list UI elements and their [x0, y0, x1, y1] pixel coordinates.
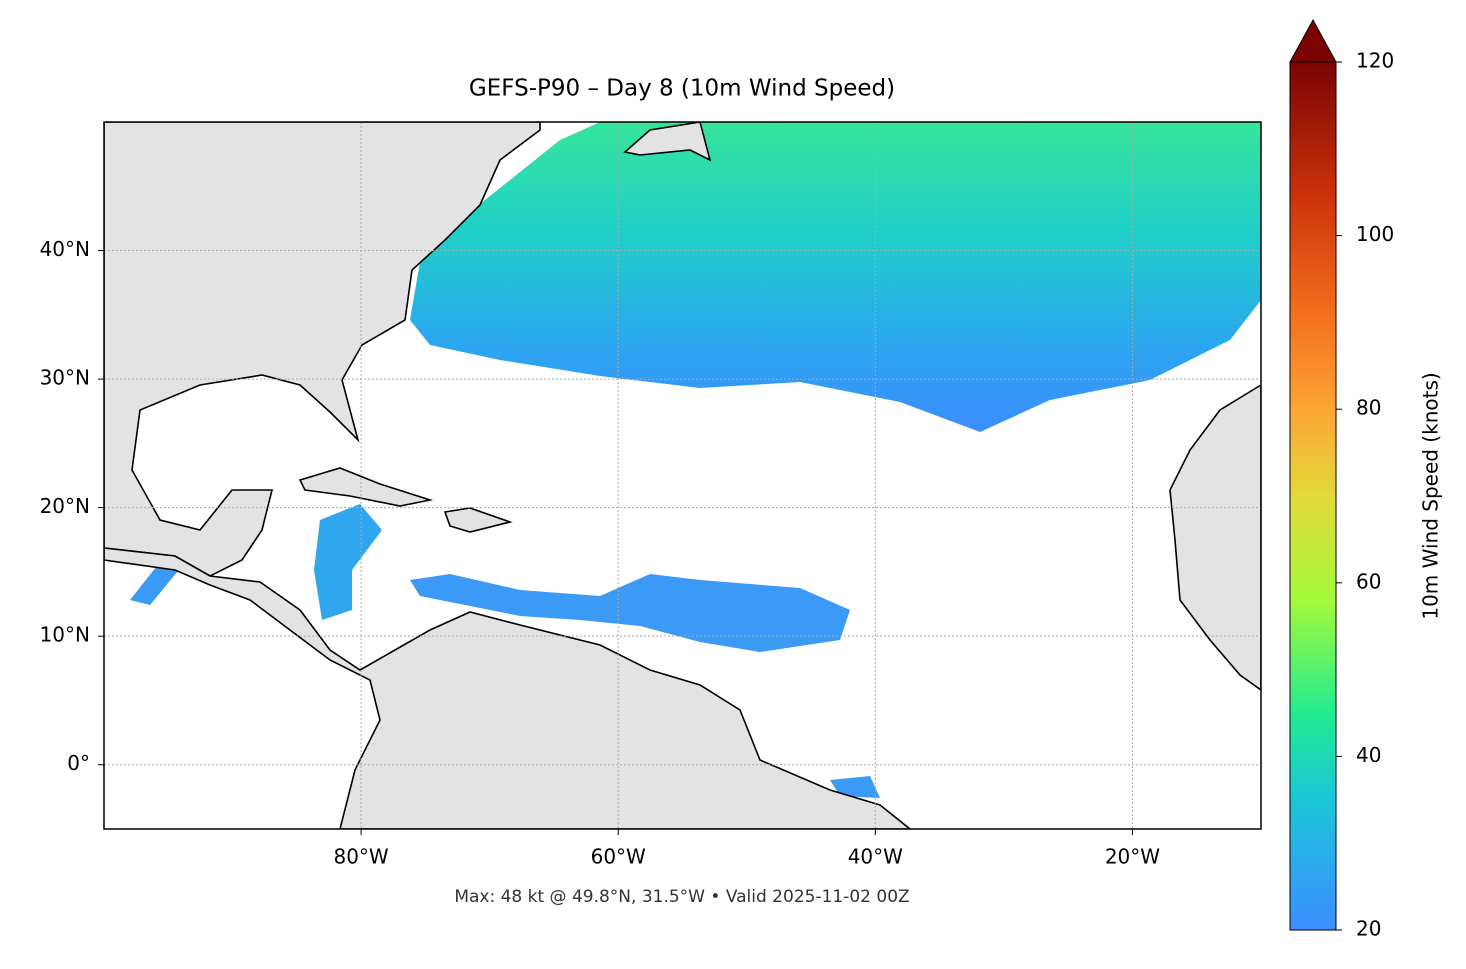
colorbar-label: 10m Wind Speed (knots)	[1419, 372, 1443, 619]
y-tick-label: 30°N	[40, 366, 90, 390]
colorbar	[1289, 61, 1337, 931]
wind-field	[130, 562, 182, 605]
footer: Max: 48 kt @ 49.8°N, 31.5°W • Valid 2025…	[454, 887, 909, 907]
wind-field	[830, 776, 880, 798]
y-tick-label: 10°N	[40, 623, 90, 647]
title: GEFS-P90 – Day 8 (10m Wind Speed)	[469, 76, 895, 102]
x-tick-label: 40°W	[848, 845, 903, 869]
map-area	[104, 122, 1261, 829]
land	[104, 122, 541, 577]
colorbar-tick-label: 60	[1356, 569, 1381, 593]
x-tick-label: 20°W	[1105, 845, 1160, 869]
x-tick-label: 60°W	[591, 845, 646, 869]
land	[298, 467, 434, 507]
y-tick-label: 0°	[67, 751, 90, 775]
land	[1169, 384, 1261, 691]
wind-field	[410, 574, 850, 652]
map-frame	[103, 121, 1262, 830]
y-tick-label: 20°N	[40, 494, 90, 518]
y-tick-label: 40°N	[40, 237, 90, 261]
land	[104, 547, 912, 829]
land	[623, 122, 712, 162]
wind-field	[410, 122, 1261, 432]
x-tick-label: 80°W	[333, 845, 388, 869]
colorbar-tick-label: 40	[1356, 743, 1381, 767]
colorbar-tick-label: 80	[1356, 396, 1381, 420]
colorbar-tick-label: 120	[1356, 49, 1394, 73]
wind-field	[314, 504, 382, 620]
land	[443, 507, 513, 533]
colorbar-tick-label: 100	[1356, 222, 1394, 246]
colorbar-extend	[1289, 18, 1337, 63]
grid	[104, 122, 1261, 829]
colorbar-tick-label: 20	[1356, 917, 1381, 941]
